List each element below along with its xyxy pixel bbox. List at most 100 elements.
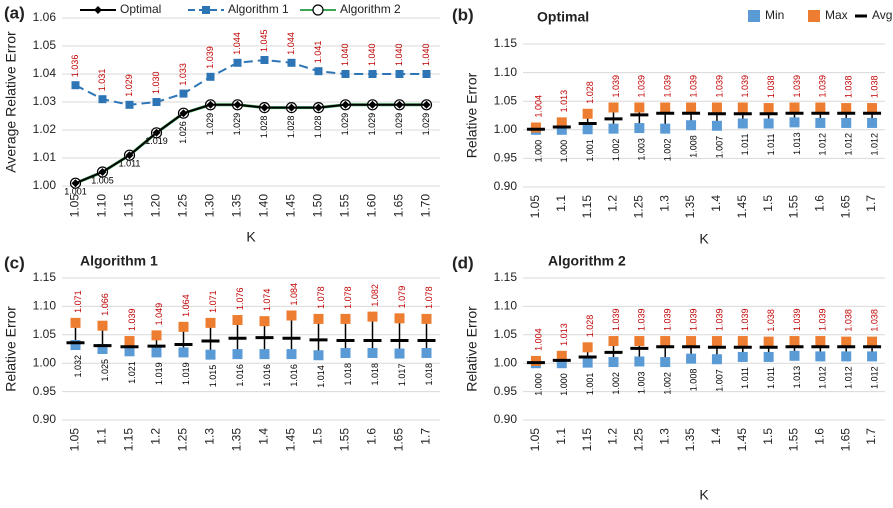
max-point [313,313,324,324]
panel: (c) Algorithm 1 0.90 0.95 1.00 1.05 1.10 1.15 Re… [3,253,440,452]
x-tick-label: 1.25 [632,428,646,452]
x-tick-label: 1.55 [787,428,801,452]
x-tick-label: 1.35 [683,428,697,452]
data-label: 1.012 [818,366,828,389]
y-tick-label: 1.10 [494,299,518,313]
x-tick-label: 1.1 [554,195,568,212]
max-point [711,336,722,347]
x-tick-label: 1.10 [95,194,109,218]
point [152,128,161,137]
x-tick-label: 1.35 [683,195,697,219]
data-label: 1.044 [286,32,296,55]
x-tick-label: 1.25 [632,195,646,219]
panel-label: (a) [4,3,25,22]
point [395,70,404,78]
data-label: 1.007 [714,369,724,392]
max-point [737,336,748,347]
x-tick-label: 1.15 [122,194,136,218]
data-label: 1.039 [688,309,698,332]
min-point [634,356,645,367]
min-point [737,118,748,129]
min-point [737,351,748,362]
max-point [634,102,645,113]
max-point [867,103,878,114]
x-tick-label: 1.3 [657,428,671,445]
y-tick-label: 0.90 [494,179,518,193]
point [94,6,102,14]
y-tick-label: 1.05 [494,327,518,341]
point [98,95,107,104]
data-label: 1.013 [792,366,802,389]
data-label: 1.044 [232,32,242,55]
x-tick-label: 1.2 [606,195,620,212]
data-label: 1.011 [740,367,750,389]
min-point [205,349,216,360]
data-label: 1.007 [714,136,724,159]
max-point [178,321,189,332]
data-label: 1.049 [154,303,164,326]
point [287,58,296,67]
max-point [763,336,774,347]
max-point [841,103,852,114]
data-label: 1.029 [340,113,350,136]
data-label: 1.011 [766,367,776,389]
point [233,58,242,67]
min-point [556,124,567,135]
data-label: 1.029 [205,113,215,136]
x-tick-label: 1.45 [735,195,749,219]
max-point [421,313,432,324]
min-point [686,120,697,131]
point [233,100,242,109]
data-label: 1.038 [844,309,854,332]
x-tick-label: 1.65 [392,428,406,452]
x-tick-label: 1.35 [230,194,244,218]
data-label: 1.005 [91,175,114,185]
y-tick-label: 1.02 [33,122,57,136]
min-point [841,117,852,128]
x-tick-label: 1.70 [419,194,433,218]
min-point [582,124,593,135]
point [395,100,404,109]
min-point [608,357,619,368]
min-point [789,350,800,361]
y-axis-label: Relative Error [464,72,480,158]
x-tick-label: 1.05 [68,194,82,218]
data-label: 1.036 [70,55,80,78]
x-tick-label: 1.15 [580,195,594,219]
data-label: 1.039 [714,75,724,98]
y-tick-label: 1.00 [494,122,518,136]
x-tick-label: 1.45 [735,428,749,452]
x-tick-label: 1.7 [864,428,878,445]
data-label: 1.064 [181,294,191,317]
data-label: 1.039 [637,309,647,332]
y-tick-label: 1.10 [494,65,518,79]
legend-label: Algorithm 1 [228,2,289,16]
min-point [867,117,878,128]
y-tick-label: 0.95 [33,384,57,398]
x-tick-label: 1.7 [864,195,878,212]
data-label: 1.000 [533,373,543,396]
min-point [608,123,619,134]
max-point [556,350,567,361]
x-tick-label: 1.6 [365,428,379,445]
point [179,89,188,98]
y-tick-label: 1.00 [33,178,57,192]
data-label: 1.008 [688,135,698,158]
min-point [660,357,671,368]
data-label: 1.028 [286,116,296,139]
x-tick-label: 1.4 [709,428,723,445]
max-point [789,336,800,347]
point [125,151,134,160]
x-tick-label: 1.45 [284,428,298,452]
y-tick-label: 1.15 [33,270,57,284]
y-tick-label: 1.05 [494,93,518,107]
data-label: 1.011 [119,159,141,169]
x-tick-label: 1.1 [95,428,109,445]
max-point [815,102,826,113]
min-point [660,123,671,134]
data-label: 1.039 [611,75,621,98]
min-point [259,349,270,360]
x-tick-label: 1.55 [787,195,801,219]
point [422,100,431,109]
